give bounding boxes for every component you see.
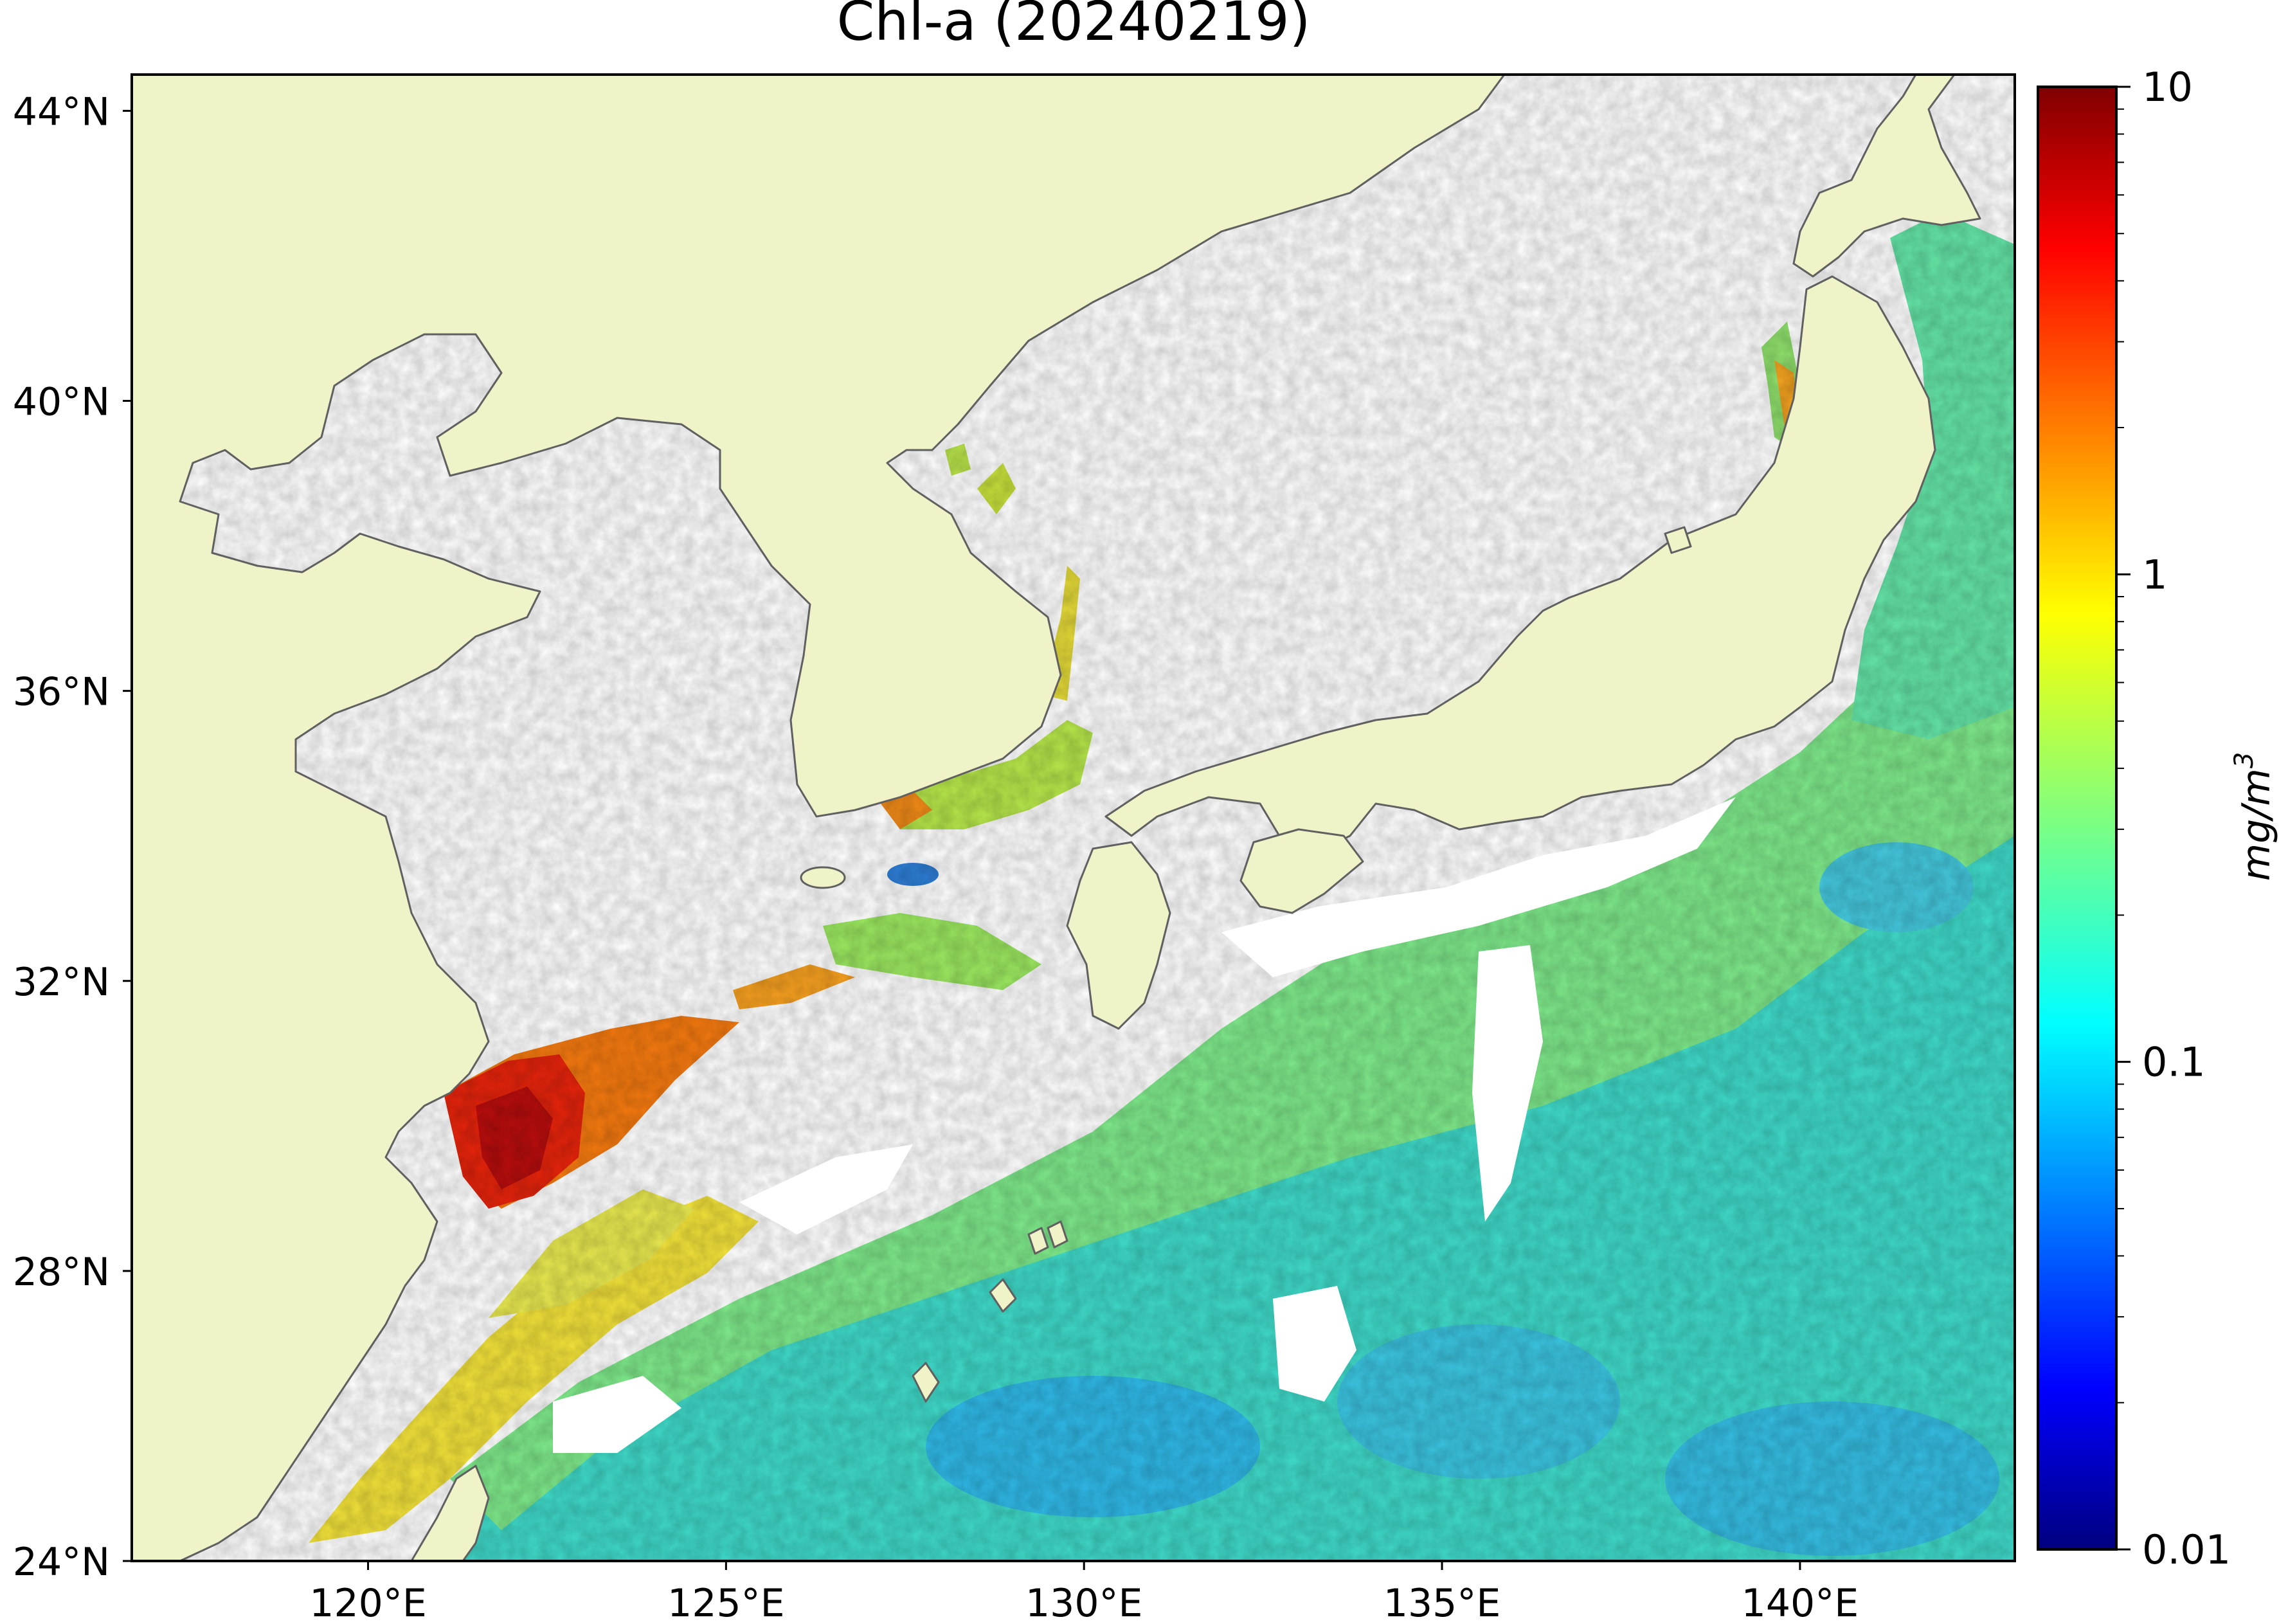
cloud-gap (1221, 797, 1736, 977)
colorbar-tick-label: 1 (2142, 551, 2167, 598)
lon-label: 130°E (1025, 1581, 1142, 1621)
map-frame (131, 73, 2016, 1562)
lon-label: 120°E (309, 1581, 426, 1621)
lon-label: 125°E (667, 1581, 784, 1621)
land-taiwan (410, 1465, 490, 1561)
lat-label: 44°N (13, 89, 110, 134)
land-jeju (800, 866, 846, 889)
cloud-gap (1472, 945, 1543, 1222)
colorbar-gradient (2037, 86, 2118, 1551)
land-okinawa (912, 1362, 940, 1403)
lat-label: 28°N (13, 1250, 110, 1295)
cloud-gap (553, 1376, 681, 1453)
land (132, 75, 1981, 1561)
colorbar-tick-label: 10 (2142, 64, 2193, 111)
colorbar-tick-label: 0.01 (2142, 1526, 2231, 1573)
land-shikoku (1239, 828, 1364, 914)
land-sado (1664, 526, 1692, 554)
colorbar-ticks: 10 1 0.1 0.01 (2116, 64, 2231, 1573)
lon-label: 140°E (1742, 1581, 1859, 1621)
land-ryukyu (989, 1278, 1017, 1313)
colorbar: 10 1 0.1 0.01 mg/m3 (2037, 64, 2279, 1573)
map-area (132, 75, 2015, 1561)
lon-label: 135°E (1383, 1581, 1500, 1621)
land-kyushu (1066, 841, 1171, 1030)
lat-label: 24°N (13, 1540, 110, 1585)
colorbar-tick-label: 0.1 (2142, 1039, 2206, 1086)
lat-label: 32°N (13, 960, 110, 1005)
map-title: Chl-a (20240219) (837, 0, 1311, 53)
colorbar-label: mg/m3 (2229, 752, 2279, 881)
land-ryukyu (1027, 1227, 1049, 1255)
lat-axis: 44°N 40°N 36°N 32°N 28°N 24°N (13, 89, 132, 1585)
land-amami (1047, 1220, 1068, 1249)
lon-axis: 120°E 125°E 130°E 135°E 140°E (309, 1561, 1859, 1624)
lat-label: 40°N (13, 380, 110, 425)
land-mainland-asia (132, 75, 1506, 1561)
land-hokkaido (1792, 75, 1981, 278)
lat-label: 36°N (13, 670, 110, 715)
cloud-gap (1273, 1286, 1356, 1402)
cloud-gap (739, 1144, 913, 1234)
